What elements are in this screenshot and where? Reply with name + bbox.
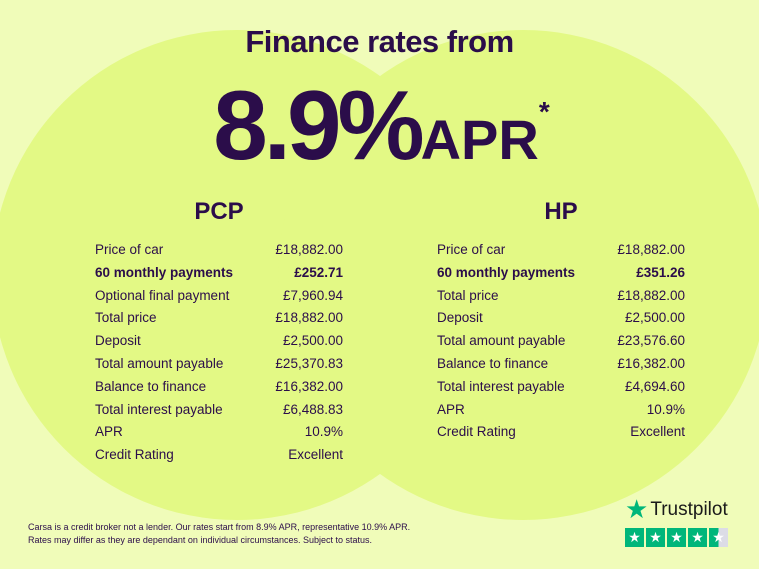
trustpilot-logo: ★ Trustpilot	[625, 494, 728, 525]
row-value: £2,500.00	[282, 333, 343, 349]
hp-row: Total amount payable £23,576.60	[437, 330, 685, 353]
hp-row: Credit Rating Excellent	[437, 421, 685, 444]
trustpilot-star-icon: ★	[625, 494, 649, 524]
row-value: £252.71	[294, 264, 343, 280]
row-value: Excellent	[288, 447, 343, 463]
headline-rate: 8.9%APR*	[0, 62, 759, 190]
apr-label: APR	[420, 108, 539, 171]
row-label: Total price	[437, 287, 499, 303]
asterisk: *	[538, 96, 550, 127]
row-label: Price of car	[95, 242, 164, 257]
row-value: £7,960.94	[282, 287, 343, 303]
row-label: Credit Rating	[437, 424, 516, 440]
row-label: 60 monthly payments	[437, 264, 576, 280]
row-value: 10.9%	[646, 401, 685, 417]
pcp-row: Deposit £2,500.00	[95, 330, 343, 353]
row-label: Deposit	[437, 310, 483, 326]
row-value: £16,382.00	[617, 355, 685, 371]
star-icon: ★	[667, 528, 686, 547]
headline-intro: Finance rates from	[245, 24, 514, 59]
row-label: APR	[95, 424, 123, 440]
pcp-title: PCP	[194, 198, 244, 225]
row-value: Excellent	[630, 424, 685, 440]
row-label: Total interest payable	[437, 378, 565, 394]
pcp-row: Total interest payable £6,488.83	[95, 399, 343, 422]
pcp-row: 60 monthly payments £252.71	[95, 262, 343, 285]
disclaimer-line-1: Carsa is a credit broker not a lender. O…	[28, 522, 411, 532]
row-value: 10.9%	[304, 424, 343, 440]
star-icon: ★	[709, 528, 728, 547]
row-label: APR	[437, 401, 465, 417]
star-icon: ★	[625, 528, 644, 547]
pcp-row: Total amount payable £25,370.83	[95, 353, 343, 376]
row-label: Balance to finance	[95, 378, 207, 394]
star-icon: ★	[688, 528, 707, 547]
pcp-row: Credit Rating Excellent	[95, 444, 343, 467]
star-icon: ★	[646, 528, 665, 547]
row-value: £23,576.60	[617, 333, 685, 349]
row-label: Credit Rating	[95, 447, 174, 463]
trustpilot-rating-stars: ★ ★ ★ ★ ★	[625, 528, 728, 547]
hp-row: Total price £18,882.00	[437, 285, 685, 308]
hp-row: Deposit £2,500.00	[437, 307, 685, 330]
disclaimer-line-2: Rates may differ as they are dependant o…	[28, 535, 373, 545]
hp-row: Total interest payable £4,694.60	[437, 376, 685, 399]
hp-row: APR 10.9%	[437, 399, 685, 422]
rate-value: 8.9%	[213, 70, 424, 180]
row-value: £2,500.00	[624, 310, 685, 326]
row-label: Total interest payable	[95, 401, 223, 417]
pcp-row: Optional final payment £7,960.94	[95, 285, 343, 308]
row-value: £25,370.83	[275, 355, 343, 371]
pcp-row: APR 10.9%	[95, 421, 343, 444]
pcp-row: Balance to finance £16,382.00	[95, 376, 343, 399]
hp-row: 60 monthly payments £351.26	[437, 262, 685, 285]
hp-row: Balance to finance £16,382.00	[437, 353, 685, 376]
row-label: Deposit	[95, 333, 141, 349]
row-value: £18,882.00	[275, 310, 343, 326]
hp-table: HP Price of car £18,882.00 60 monthly paym…	[437, 198, 685, 444]
row-value: £4,694.60	[624, 378, 685, 394]
pcp-row: Total price £18,882.00	[95, 307, 343, 330]
row-label: Optional final payment	[95, 287, 230, 303]
row-value: £18,882.00	[617, 287, 685, 303]
disclaimer: Carsa is a credit broker not a lender. O…	[28, 521, 410, 547]
row-label: Total price	[95, 310, 157, 326]
trustpilot-name: Trustpilot	[650, 498, 728, 520]
row-value: £18,882.00	[275, 242, 343, 257]
hp-row: Price of car £18,882.00	[437, 239, 685, 262]
pcp-table: PCP Price of car £18,882.00 60 monthly pay…	[95, 198, 343, 467]
row-value: £18,882.00	[617, 242, 685, 257]
row-value: £351.26	[636, 264, 685, 280]
row-label: Total amount payable	[95, 355, 224, 371]
row-label: Price of car	[437, 242, 506, 257]
row-value: £6,488.83	[282, 401, 343, 417]
right-circle-decoration	[278, 30, 759, 520]
hp-title: HP	[544, 198, 578, 225]
row-label: Total amount payable	[437, 333, 566, 349]
row-label: 60 monthly payments	[95, 264, 234, 280]
trustpilot-badge[interactable]: ★ Trustpilot ★ ★ ★ ★ ★	[625, 494, 728, 547]
pcp-row: Price of car £18,882.00	[95, 239, 343, 262]
row-label: Balance to finance	[437, 355, 549, 371]
row-value: £16,382.00	[275, 378, 343, 394]
